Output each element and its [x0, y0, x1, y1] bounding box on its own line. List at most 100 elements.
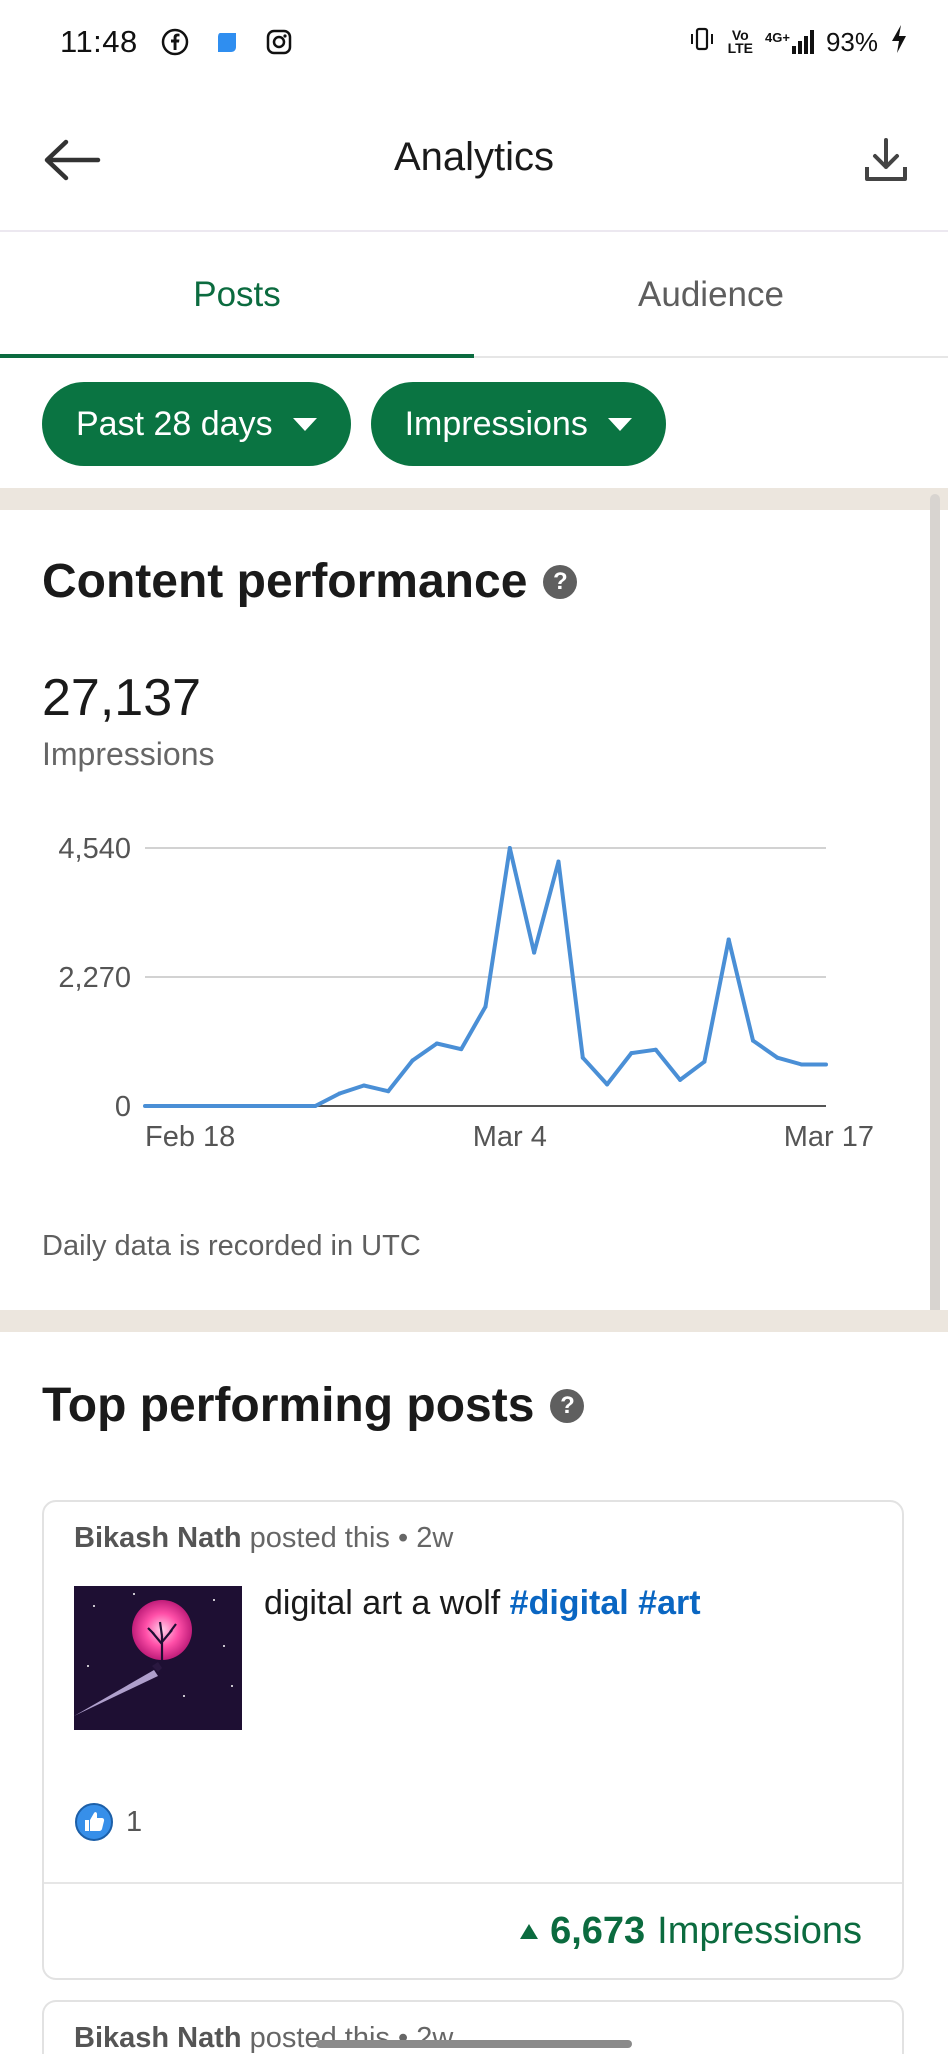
arrow-left-icon — [44, 139, 101, 181]
data-point[interactable] — [799, 1062, 804, 1067]
content-performance-heading: Content performance ? — [42, 554, 578, 609]
hashtag-art[interactable]: #art — [638, 1584, 701, 1622]
impressions-chart: 0 2,270 4,540 Feb 18 Mar 4 Mar 17 — [0, 810, 948, 1153]
battery-level: 93% — [825, 26, 878, 57]
like-icon — [75, 1803, 113, 1841]
data-point[interactable] — [532, 950, 537, 955]
page-title: Analytics — [393, 134, 555, 179]
total-impressions-label: Impressions — [42, 736, 215, 772]
tab-bar: Posts Audience — [0, 234, 948, 358]
data-point[interactable] — [410, 1058, 415, 1063]
data-point[interactable] — [775, 1055, 780, 1060]
data-point[interactable] — [629, 1051, 634, 1056]
section-title: Content performance — [42, 555, 528, 608]
top-posts-heading: Top performing posts ? — [42, 1378, 585, 1433]
section-title: Top performing posts — [42, 1379, 535, 1432]
date-range-dropdown[interactable]: Past 28 days — [42, 382, 351, 466]
filter-bar: Past 28 days Impressions — [0, 360, 948, 488]
download-icon — [865, 138, 907, 181]
tab-audience[interactable]: Audience — [638, 275, 784, 314]
metric-label: Impressions — [404, 404, 588, 443]
data-point[interactable] — [726, 937, 731, 942]
data-point[interactable] — [580, 1055, 585, 1060]
data-point[interactable] — [361, 1083, 366, 1088]
data-point[interactable] — [483, 1004, 488, 1009]
arrow-up-icon — [520, 1923, 539, 1939]
data-point[interactable] — [313, 1104, 318, 1108]
post-thumbnail[interactable] — [74, 1586, 242, 1730]
charging-icon — [890, 24, 908, 61]
section-divider — [0, 1310, 948, 1332]
post-caption: digital art a wolf — [264, 1584, 510, 1622]
total-impressions: 27,137 — [42, 669, 202, 727]
facebook-icon — [160, 27, 190, 57]
utc-note: Daily data is recorded in UTC — [42, 1230, 421, 1262]
download-button[interactable] — [854, 128, 918, 192]
instagram-icon — [264, 27, 294, 57]
tab-posts[interactable]: Posts — [0, 234, 474, 358]
y-tick-label: 4,540 — [58, 833, 131, 865]
data-point[interactable] — [167, 1104, 172, 1108]
caret-down-icon — [292, 417, 317, 431]
data-point[interactable] — [459, 1047, 464, 1052]
help-icon[interactable]: ? — [543, 564, 578, 599]
top-posts-section: Top performing posts ? Bikash Nath poste… — [0, 1332, 948, 2054]
vibrate-icon — [688, 25, 716, 60]
post-impressions[interactable]: 6,673 Impressions — [44, 1882, 902, 1978]
back-button[interactable] — [40, 128, 104, 192]
post-header: Bikash Nath posted this • 2w — [74, 2022, 453, 2054]
help-icon[interactable]: ? — [550, 1388, 585, 1423]
data-point[interactable] — [702, 1059, 707, 1064]
data-point[interactable] — [434, 1041, 439, 1046]
post-author[interactable]: Bikash Nath — [74, 2022, 242, 2054]
data-point[interactable] — [288, 1104, 293, 1108]
x-tick-label: Mar 17 — [784, 1121, 874, 1150]
data-point[interactable] — [143, 1104, 147, 1108]
network-type: 4G+ — [765, 30, 790, 45]
post-author[interactable]: Bikash Nath — [74, 1522, 242, 1554]
y-tick-label: 2,270 — [58, 962, 131, 994]
post-text: digital art a wolf #digital #art — [264, 1584, 701, 1623]
x-tick-label: Mar 4 — [473, 1121, 547, 1150]
data-point[interactable] — [653, 1047, 658, 1052]
line-chart: 0 2,270 4,540 Feb 18 Mar 4 Mar 17 — [58, 833, 874, 1153]
data-point[interactable] — [751, 1038, 756, 1043]
status-bar: 11:48 Vo LTE 4G+ 93% — [0, 0, 948, 84]
data-point[interactable] — [386, 1089, 391, 1094]
impressions-label: Impressions — [657, 1909, 862, 1952]
post-meta: posted this • 2w — [241, 2022, 454, 2054]
data-point[interactable] — [556, 859, 561, 864]
data-point[interactable] — [678, 1077, 683, 1082]
status-left: 11:48 — [60, 24, 294, 60]
post-meta: posted this • 2w — [241, 1522, 454, 1554]
post-reactions[interactable]: 1 — [74, 1802, 142, 1842]
scrollbar[interactable] — [930, 494, 940, 1334]
volte-icon: Vo LTE — [727, 27, 754, 56]
status-time: 11:48 — [60, 24, 138, 59]
data-point[interactable] — [240, 1104, 245, 1108]
section-divider — [0, 488, 948, 510]
data-point[interactable] — [337, 1091, 342, 1096]
data-point[interactable] — [507, 846, 512, 850]
date-range-label: Past 28 days — [76, 404, 273, 443]
data-point[interactable] — [824, 1062, 828, 1067]
data-point[interactable] — [215, 1104, 220, 1108]
post-card[interactable]: Bikash Nath posted this • 2w — [42, 1500, 904, 1980]
impressions-value: 6,673 — [550, 1909, 646, 1952]
metric-dropdown[interactable]: Impressions — [370, 382, 666, 466]
post-header: Bikash Nath posted this • 2w — [74, 1522, 453, 1555]
app-icon — [212, 27, 242, 57]
signal-icon: 4G+ — [765, 30, 814, 54]
content-performance-card: Content performance ? 27,137 Impressions… — [0, 510, 948, 1310]
app-bar: Analytics — [0, 84, 948, 232]
y-tick-label: 0 — [115, 1091, 131, 1123]
home-indicator[interactable] — [316, 2040, 632, 2048]
data-point[interactable] — [264, 1104, 269, 1108]
x-tick-label: Feb 18 — [145, 1121, 235, 1150]
data-point[interactable] — [605, 1082, 610, 1087]
hashtag-digital[interactable]: #digital — [509, 1584, 629, 1622]
like-count: 1 — [126, 1805, 143, 1838]
data-point[interactable] — [191, 1104, 196, 1108]
status-right: Vo LTE 4G+ 93% — [688, 24, 908, 61]
caret-down-icon — [607, 417, 632, 431]
